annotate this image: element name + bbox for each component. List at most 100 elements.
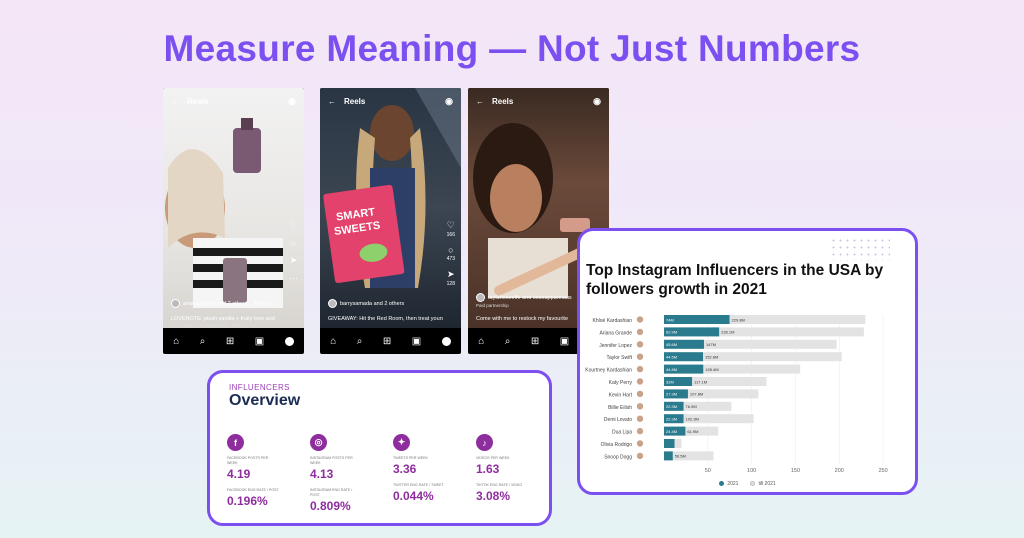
stat-label: FACEBOOK POSTS PER WEEK [227, 456, 269, 465]
instagram-icon: ◎ [310, 434, 327, 451]
bar-2021 [664, 327, 720, 337]
stat-label: TWITTER ENG RATE / TWEET [393, 483, 444, 487]
comment-icon[interactable]: ○ [448, 245, 454, 255]
bar-2021 [664, 439, 675, 448]
reels-icon[interactable]: ▣ [411, 335, 422, 347]
reel-user[interactable]: barrysamada and 2 others [328, 299, 404, 308]
chart-legend: 2021 till 2021 [580, 481, 915, 487]
avatar-icon [636, 365, 644, 373]
stat-label: VIDEOS PER WEEK [476, 456, 510, 460]
category-label: Billie Eilish [608, 405, 632, 411]
avatar-icon [636, 340, 644, 349]
bar-2021 [664, 339, 704, 349]
bar-till-2021 [664, 352, 842, 362]
bar-2021 [664, 352, 703, 362]
data-label-till-2021: 147M [706, 342, 716, 347]
add-icon[interactable]: ⊞ [382, 335, 392, 347]
back-arrow-icon[interactable]: ← [328, 96, 336, 106]
profile-icon[interactable] [441, 336, 451, 346]
search-icon[interactable]: ⌕ [199, 335, 206, 347]
data-label-2021: 22.3M [666, 417, 677, 422]
avatar-icon [636, 315, 644, 324]
data-label-2021: 32M [666, 379, 674, 384]
reels-icon[interactable]: ▣ [559, 335, 570, 347]
svg-text:SMART: SMART [335, 206, 376, 223]
reel-video-2[interactable]: SMART SWEETS [320, 88, 461, 328]
data-label-till-2021: 102.3M [686, 417, 699, 422]
reel-image-2: SMART SWEETS [323, 88, 461, 288]
x-tick-label: 100 [747, 468, 756, 473]
reel-user[interactable]: arianagrande and 2 others Follow [171, 299, 270, 308]
camera-icon[interactable]: ◉ [445, 95, 453, 106]
reel-actions: ♡ 166 ○ 473 ➤ 128 [447, 220, 455, 287]
stat-label: FACEBOOK ENG RATE / POST [227, 488, 279, 492]
stat-value: 3.08% [476, 489, 511, 503]
reel-video-1[interactable] [163, 88, 304, 328]
search-icon[interactable]: ⌕ [504, 335, 511, 347]
stat-value: 1.63 [476, 462, 500, 476]
reel-image-1 [165, 118, 283, 308]
add-icon[interactable]: ⊞ [530, 335, 540, 347]
reel-phone-2[interactable]: SMART SWEETS ← Reels ◉ ♡ 166 ○ 473 ➤ 128… [320, 88, 461, 354]
stat-value: 0.196% [227, 494, 268, 508]
data-label-till-2021: 56.5M [675, 454, 686, 459]
bar-till-2021 [664, 364, 801, 374]
back-arrow-icon[interactable]: ← [476, 96, 484, 106]
share-count: 128 [446, 281, 455, 287]
x-tick-label: 150 [791, 468, 800, 473]
reel-user[interactable]: taylahokeeffe and sosoapparelaus [476, 293, 572, 302]
bar-2021 [664, 315, 730, 324]
like-icon[interactable]: ♡ [289, 220, 298, 230]
influencer-growth-chart-card: Top Instagram Influencers in the USA by … [577, 228, 918, 495]
camera-icon[interactable]: ◉ [288, 95, 296, 106]
data-label-2021: 44.8M [666, 367, 677, 372]
overview-title: Overview [229, 392, 301, 409]
data-label-till-2021: 117.1M [694, 379, 707, 384]
like-icon[interactable]: ♡ [446, 220, 455, 230]
avatar [171, 299, 180, 308]
facebook-stat: f FACEBOOK POSTS PER WEEK 4.19 FACEBOOK … [227, 434, 307, 508]
data-label-2021: 24.4M [666, 429, 677, 434]
search-icon[interactable]: ⌕ [356, 335, 363, 347]
avatar-icon [636, 414, 644, 423]
data-label-till-2021: 228.1M [721, 330, 734, 335]
category-label: Demi Lovato [604, 417, 632, 423]
add-icon[interactable]: ⊞ [225, 335, 235, 347]
profile-icon[interactable] [284, 336, 294, 346]
bar-2021 [664, 426, 686, 436]
category-label: Snoop Dogg [604, 454, 632, 460]
bottom-nav: ⌂ ⌕ ⊞ ▣ [163, 328, 304, 354]
bar-till-2021 [664, 327, 864, 337]
reels-icon[interactable]: ▣ [254, 335, 265, 347]
category-label: Kevin Hart [609, 392, 633, 398]
avatar [328, 299, 337, 308]
data-label-2021: 27.3M [666, 392, 677, 397]
comment-icon[interactable]: ○ [290, 238, 297, 248]
stat-label: INSTAGRAM ENG RATE / POST [310, 488, 353, 497]
camera-icon[interactable]: ◉ [593, 95, 601, 106]
back-arrow-icon[interactable]: ← [171, 96, 179, 106]
bar-till-2021 [664, 389, 759, 399]
bar-2021 [664, 451, 673, 461]
stat-label: TWEETS PER WEEK [393, 456, 428, 460]
x-tick-label: 50 [705, 468, 711, 473]
bar-till-2021 [664, 377, 767, 386]
reel-phone-1[interactable]: ← Reels ◉ ♡ ○ ➤ ⋯ arianagrande and 2 oth… [163, 88, 304, 354]
share-icon[interactable]: ➤ [289, 255, 298, 265]
avatar-icon [636, 452, 644, 460]
category-label: Khloé Kardashian [593, 318, 633, 324]
home-icon[interactable]: ⌂ [330, 335, 337, 347]
reel-audio: r.e.m. beauty · arianagrande · Audio [171, 323, 243, 328]
avatar-icon [636, 402, 644, 411]
reel-caption: GIVEAWAY: Hit the Red Room, then treat y… [328, 316, 443, 322]
avatar-icon [636, 427, 644, 435]
data-label-2021: 74M [666, 317, 674, 322]
home-icon[interactable]: ⌂ [478, 335, 485, 347]
more-icon[interactable]: ⋯ [289, 273, 298, 283]
data-label-till-2021: 152.8M [705, 355, 718, 360]
data-label-2021: 62.9M [666, 330, 677, 335]
stat-label: TIKTOK ENG RATE / VIDEO [476, 483, 523, 487]
stat-value: 0.044% [393, 489, 434, 503]
home-icon[interactable]: ⌂ [173, 335, 180, 347]
share-icon[interactable]: ➤ [447, 269, 455, 279]
